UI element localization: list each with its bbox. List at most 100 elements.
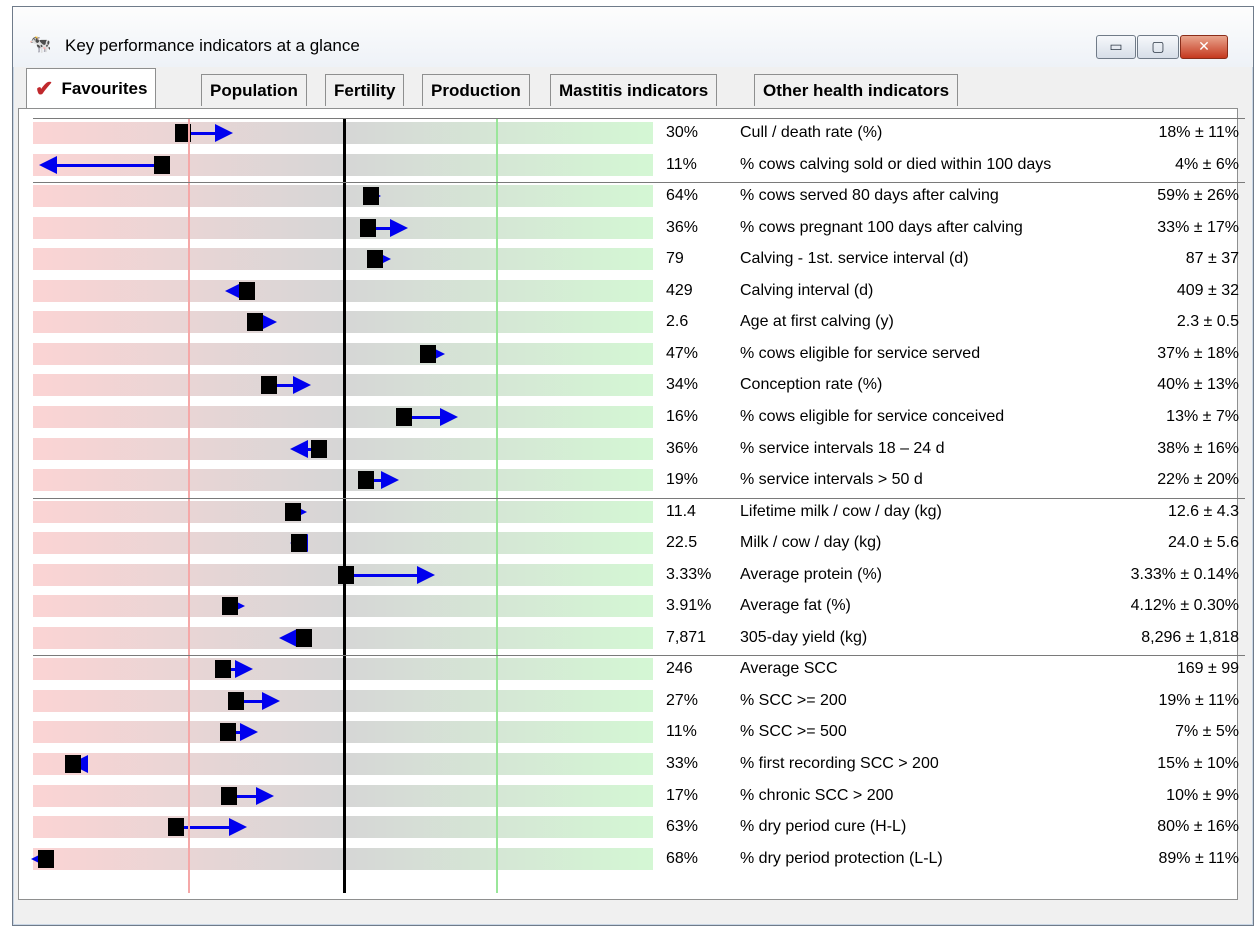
section-separator [33, 118, 1245, 119]
kpi-reference: 169 ± 99 [1176, 660, 1239, 678]
kpi-value: 429 [666, 281, 693, 299]
tab-mastitis-indicators[interactable]: Mastitis indicators [550, 74, 718, 106]
kpi-label[interactable]: Lifetime milk / cow / day (kg) [740, 502, 942, 520]
kpi-label[interactable]: Age at first calving (y) [740, 313, 894, 331]
close-icon: ✕ [1198, 39, 1210, 55]
kpi-reference: 18% ± 11% [1158, 124, 1239, 141]
kpi-reference: 59% ± 26% [1157, 187, 1239, 205]
section-separator [33, 655, 1245, 657]
arrow-right-icon [417, 565, 435, 584]
kpi-reference: 40% ± 13% [1157, 376, 1239, 394]
trend-arrow-line [176, 826, 229, 830]
close-button[interactable]: ✕ [1180, 35, 1228, 59]
kpi-label[interactable]: Average fat (%) [740, 597, 851, 615]
tab-label: Other health indicators [763, 80, 950, 100]
kpi-label[interactable]: % cows eligible for service conceived [740, 407, 1005, 425]
kpi-reference: 4% ± 6% [1175, 155, 1239, 173]
current-value-marker [65, 755, 81, 773]
kpi-label[interactable]: % cows calving sold or died within 100 d… [740, 155, 1052, 173]
arrow-right-icon [390, 218, 408, 237]
kpi-label[interactable]: % service intervals > 50 d [740, 471, 923, 489]
current-value-marker [154, 155, 170, 174]
kpi-reference: 37% ± 18% [1157, 344, 1239, 362]
kpi-reference: 3.33% ± 0.14% [1130, 565, 1239, 583]
tab-other-health-indicators[interactable]: Other health indicators [754, 74, 959, 106]
tab-label: Favourites [61, 78, 148, 98]
kpi-value: 11% [666, 723, 697, 741]
arrow-right-icon [259, 313, 277, 332]
kpi-value: 36% [666, 218, 699, 236]
kpi-value: 7,871 [666, 628, 707, 646]
kpi-reference: 409 ± 32 [1176, 281, 1239, 299]
kpi-label[interactable]: % dry period protection (L-L) [740, 849, 943, 867]
kpi-reference: 7% ± 5% [1175, 723, 1239, 741]
kpi-value: 246 [666, 660, 693, 678]
kpi-value: 19% [666, 471, 699, 489]
current-value-marker [291, 534, 307, 553]
kpi-reference: 38% ± 16% [1157, 439, 1239, 457]
tab-favourites[interactable]: ✔ Favourites [26, 68, 157, 108]
kpi-label[interactable]: % SCC >= 200 [740, 691, 847, 709]
kpi-reference: 2.3 ± 0.5 [1176, 313, 1239, 331]
current-value-marker [367, 250, 383, 269]
kpi-label[interactable]: % cows pregnant 100 days after calving [740, 218, 1023, 236]
current-value-marker [220, 723, 236, 742]
current-value-marker [261, 376, 277, 395]
cow-icon: 🐄 [29, 34, 52, 55]
current-value-marker [247, 313, 263, 332]
arrow-right-icon [262, 691, 280, 710]
tab-production[interactable]: Production [422, 74, 530, 106]
green-reference-line [496, 118, 498, 893]
current-value-marker [222, 597, 238, 616]
kpi-value: 3.91% [666, 597, 712, 615]
kpi-reference: 80% ± 16% [1157, 818, 1239, 836]
red-reference-line [188, 118, 190, 893]
kpi-label[interactable]: % chronic SCC > 200 [740, 786, 894, 804]
kpi-label[interactable]: % cows eligible for service served [740, 344, 981, 362]
kpi-label[interactable]: Calving - 1st. service interval (d) [740, 250, 969, 268]
kpi-reference: 87 ± 37 [1185, 250, 1239, 268]
arrow-left-icon [39, 155, 57, 174]
trend-arrow-line [404, 415, 440, 419]
kpi-label[interactable]: Average SCC [740, 660, 838, 678]
current-value-marker [215, 660, 231, 679]
maximize-icon: ▢ [1151, 39, 1165, 55]
arrow-right-icon [215, 124, 233, 142]
minimize-button[interactable]: ▭ [1096, 35, 1136, 59]
kpi-label[interactable]: % first recording SCC > 200 [740, 755, 939, 772]
title-bar[interactable]: 🐄 Key performance indicators at a glance… [13, 7, 1253, 67]
current-value-marker [360, 218, 376, 237]
trend-arrow-line [368, 226, 390, 230]
arrow-right-icon [240, 723, 258, 742]
kpi-value: 27% [666, 691, 699, 709]
kpi-value: 79 [666, 250, 684, 268]
kpi-value: 22.5 [666, 534, 698, 552]
kpi-reference: 22% ± 20% [1157, 471, 1239, 489]
arrow-right-icon [235, 660, 253, 679]
kpi-label[interactable]: Conception rate (%) [740, 376, 883, 394]
maximize-button[interactable]: ▢ [1137, 35, 1179, 59]
current-value-marker [311, 439, 327, 458]
arrow-right-icon [381, 471, 399, 490]
kpi-value: 30% [666, 124, 699, 141]
trend-arrow-line [183, 132, 215, 135]
kpi-value: 17% [666, 786, 699, 804]
kpi-label[interactable]: Calving interval (d) [740, 281, 874, 299]
kpi-label[interactable]: Cull / death rate (%) [740, 124, 883, 141]
current-value-marker [239, 281, 255, 300]
kpi-label[interactable]: Milk / cow / day (kg) [740, 534, 882, 552]
kpi-label[interactable]: % cows served 80 days after calving [740, 187, 999, 205]
kpi-label[interactable]: % dry period cure (H-L) [740, 818, 907, 836]
tab-fertility[interactable]: Fertility [325, 74, 405, 106]
trend-arrow-line [43, 163, 162, 167]
kpi-label[interactable]: % SCC >= 500 [740, 723, 847, 741]
kpi-reference: 10% ± 9% [1166, 786, 1239, 804]
kpi-label[interactable]: % service intervals 18 – 24 d [740, 439, 945, 457]
tab-population[interactable]: Population [201, 74, 307, 106]
kpi-label[interactable]: Average protein (%) [740, 565, 882, 583]
tab-label: Mastitis indicators [559, 80, 709, 100]
kpi-value: 16% [666, 407, 699, 425]
kpi-reference: 19% ± 11% [1158, 691, 1239, 709]
kpi-label[interactable]: 305-day yield (kg) [740, 628, 868, 646]
desktop-edge [0, 0, 12, 930]
